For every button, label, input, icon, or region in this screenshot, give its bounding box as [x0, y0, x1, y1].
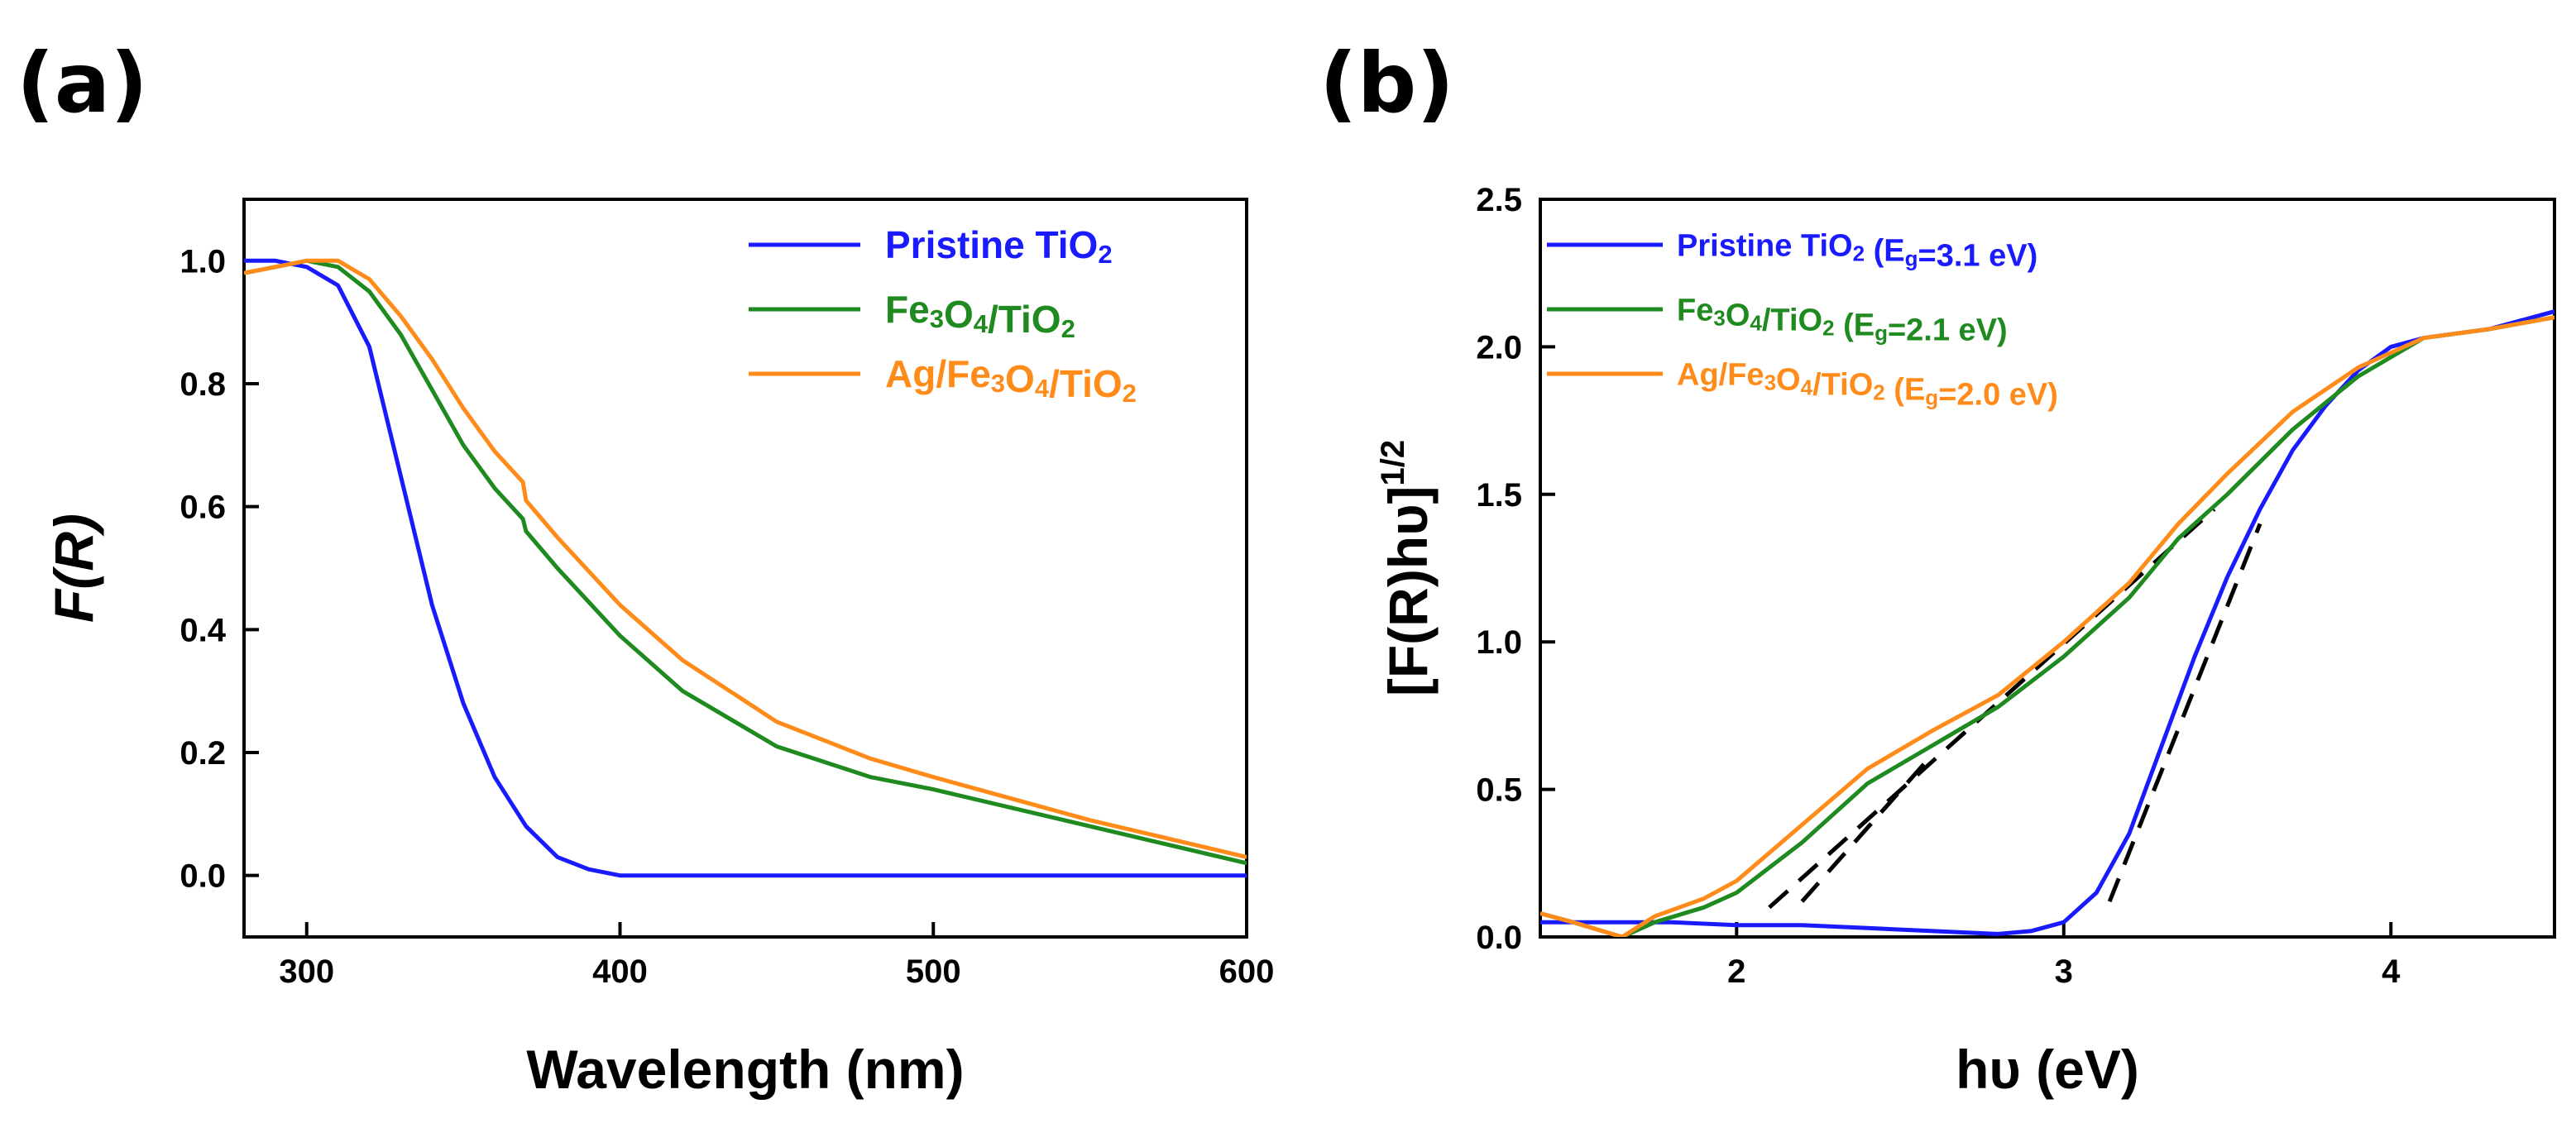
y-tick-label-a-5: 1.0: [180, 243, 226, 280]
legend-label-b-2: Ag/Fe3O4/TiO2 (Eg=2.0 eV): [1677, 357, 2058, 412]
legend-label-a-1: Fe3O4/TiO2: [885, 288, 1075, 343]
y-tick-label-b-5: 2.5: [1476, 182, 1522, 218]
y-tick-label-b-0: 0.0: [1476, 920, 1522, 956]
y-tick-label-a-1: 0.2: [180, 735, 226, 772]
y-tick-label-b-2: 1.0: [1476, 624, 1522, 661]
plot-frame-b: [1539, 198, 2556, 939]
y-axis-label-b-sup: 1/2: [1375, 440, 1411, 486]
x-tick-label-a-1: 400: [592, 953, 648, 990]
y-axis-label-b-main: [F(R)hυ]: [1377, 485, 1439, 696]
y-axis-label-b: [F(R)hυ]1/2: [1375, 440, 1439, 696]
series-line-b-2: [1540, 315, 2554, 937]
panel-b: (b) 2 3 4 0.0 0.5 1.0 1.5 2.0 2.5 hυ (eV) [F(R)h…: [1319, 35, 2556, 1100]
x-tick-label-a-3: 600: [1219, 953, 1275, 990]
series-line-a-0: [244, 258, 1247, 878]
y-tick-label-a-2: 0.4: [180, 612, 226, 648]
y-axis-label-a: F(R): [43, 514, 104, 623]
y-tick-label-a-0: 0.0: [180, 858, 226, 895]
y-tick-label-b-4: 2.0: [1476, 329, 1522, 366]
y-tick-label-b-3: 1.5: [1476, 477, 1522, 514]
legend-label-a-2: Ag/Fe3O4/TiO2: [885, 352, 1137, 408]
x-tick-label-a-0: 300: [279, 953, 334, 990]
panel-label-b: (b): [1319, 35, 1454, 131]
legend-label-b-0: Pristine TiO2 (Eg=3.1 eV): [1677, 228, 2037, 273]
x-tick-label-b-2: 4: [2382, 953, 2401, 990]
x-tick-label-b-1: 3: [2055, 953, 2073, 990]
panel-a: (a) 300 400 500 600 0.0 0.2 0.4 0.6 0.8 1.0 Wavel…: [17, 35, 1274, 1100]
tangent-fit-line-2: [2107, 523, 2262, 903]
series-line-a-2: [244, 258, 1247, 859]
tangent-fit-line-1: [1800, 753, 1935, 903]
x-tick-label-b-0: 2: [1727, 953, 1745, 990]
legend-label-b-1: Fe3O4/TiO2 (Eg=2.1 eV): [1677, 293, 2008, 347]
series-line-a-1: [244, 258, 1247, 866]
series-line-b-1: [1540, 315, 2554, 937]
legend-label-a-0: Pristine TiO2: [885, 223, 1113, 269]
plot-frame-a: [242, 198, 1248, 939]
y-tick-label-b-1: 0.5: [1476, 772, 1522, 809]
panel-label-a: (a): [17, 35, 148, 131]
x-tick-label-a-2: 500: [906, 953, 961, 990]
y-tick-label-a-3: 0.6: [180, 490, 226, 526]
x-axis-label-a: Wavelength (nm): [526, 1039, 964, 1100]
x-axis-label-b: hυ (eV): [1956, 1039, 2139, 1100]
y-tick-label-a-4: 0.8: [180, 366, 226, 403]
